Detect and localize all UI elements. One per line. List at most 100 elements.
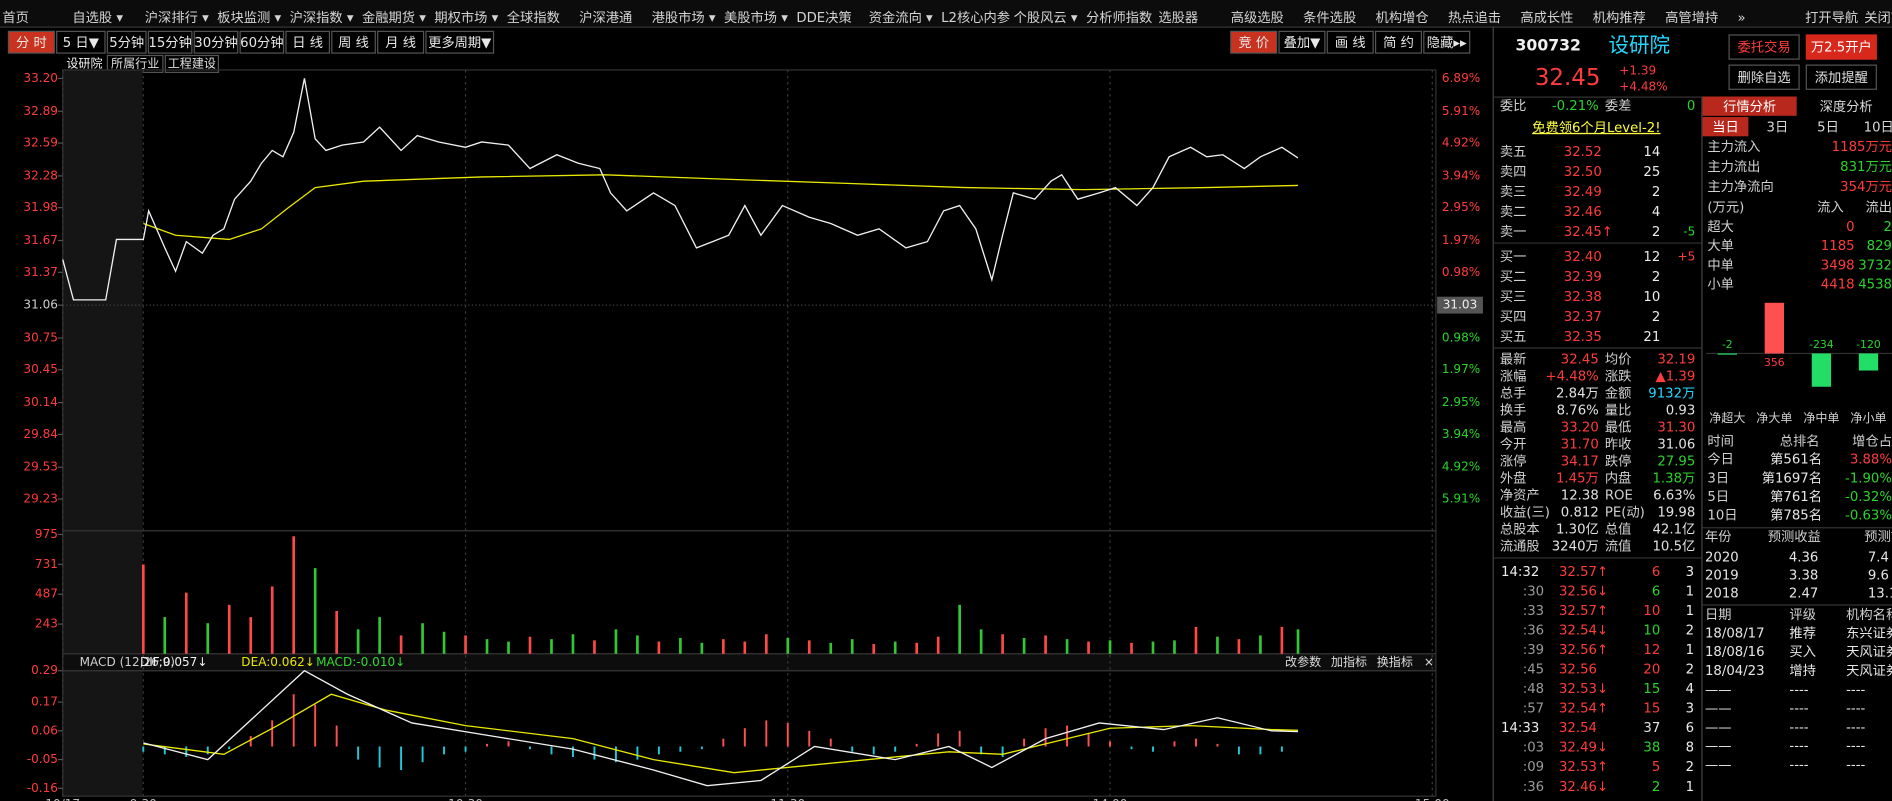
book-volume: 25 bbox=[1643, 165, 1660, 180]
trade-count: 1 bbox=[1686, 584, 1694, 599]
menu-item[interactable]: 金融期货 ▾ bbox=[362, 9, 426, 26]
stat-label: 最高 bbox=[1500, 419, 1527, 436]
period-label[interactable]: 日 线 bbox=[292, 35, 323, 51]
volume-bar bbox=[335, 610, 338, 654]
menu-item[interactable]: 热点追击 bbox=[1448, 10, 1501, 26]
period-tab[interactable]: 当日 bbox=[1712, 119, 1739, 135]
quote-button-label[interactable]: 委托交易 bbox=[1738, 39, 1791, 56]
macd-bar bbox=[249, 736, 252, 747]
period-label[interactable]: 60分钟 bbox=[240, 34, 283, 51]
menu-item[interactable]: 港股市场 ▾ bbox=[652, 9, 716, 26]
menu-item[interactable]: » bbox=[1738, 11, 1746, 26]
panel-tab[interactable]: 深度分析 bbox=[1820, 99, 1873, 115]
macd-bar bbox=[335, 725, 338, 747]
menu-item[interactable]: 全球指数 bbox=[507, 9, 560, 26]
y-tick-label: 0.17 bbox=[31, 695, 58, 709]
menu-item[interactable]: 沪深港通 bbox=[579, 10, 632, 26]
trade-time: :39 bbox=[1523, 643, 1544, 658]
menu-item[interactable]: 高级选股 bbox=[1231, 9, 1284, 26]
volume-bar bbox=[249, 617, 253, 654]
quote-button-label[interactable]: 万2.5开户 bbox=[1811, 39, 1872, 56]
stat-label: ROE bbox=[1605, 489, 1633, 504]
trade-time: :48 bbox=[1523, 682, 1544, 697]
menu-item[interactable]: 沪深指数 ▾ bbox=[290, 10, 354, 26]
pct-tick-label: 5.91% bbox=[1442, 492, 1480, 506]
volume-bar bbox=[1237, 639, 1241, 654]
macd-bar bbox=[743, 728, 746, 747]
volume-bar bbox=[1087, 641, 1090, 654]
y-tick-label: 0.29 bbox=[31, 663, 58, 677]
stat-value: 33.20 bbox=[1561, 421, 1599, 436]
volume-bar bbox=[657, 641, 661, 654]
menu-item[interactable]: 选股器 bbox=[1158, 10, 1198, 26]
panel-tab[interactable]: 行情分析 bbox=[1723, 99, 1776, 115]
period-tab[interactable]: 5日 bbox=[1817, 120, 1839, 135]
tab-active bbox=[1702, 96, 1797, 116]
period-label[interactable]: 15分钟 bbox=[148, 34, 191, 51]
pct-tick-label: 4.92% bbox=[1442, 460, 1480, 474]
menu-item[interactable]: 资金流向 ▾ bbox=[869, 10, 933, 26]
book-price: 32.46 bbox=[1564, 205, 1602, 220]
menu-item[interactable]: 沪深排行 ▾ bbox=[145, 10, 209, 26]
tool-label[interactable]: 简 约 bbox=[1383, 34, 1414, 51]
period-label[interactable]: 更多周期▼ bbox=[428, 34, 492, 51]
menu-item[interactable]: 条件选股 bbox=[1303, 9, 1356, 26]
tab[interactable]: 所属行业 bbox=[111, 56, 159, 70]
quote-button-label[interactable]: 添加提醒 bbox=[1815, 70, 1868, 86]
tool-label[interactable]: 竞 价 bbox=[1238, 34, 1269, 51]
promo-link[interactable]: 免费领6个月Level-2! bbox=[1532, 120, 1660, 136]
menu-item[interactable]: 首页 bbox=[2, 10, 29, 26]
cursor-badge bbox=[1437, 296, 1483, 314]
volume-bar bbox=[636, 635, 639, 654]
tool-label[interactable]: 画 线 bbox=[1335, 35, 1366, 51]
flow-in: 1185 bbox=[1821, 239, 1855, 254]
indicator-button[interactable]: 换指标 bbox=[1377, 654, 1413, 669]
menu-item[interactable]: 期权市场 ▾ bbox=[434, 9, 498, 26]
period-label[interactable]: 分 时 bbox=[16, 35, 47, 51]
trade-price: 32.53↓ bbox=[1559, 682, 1608, 697]
period-tab[interactable]: 10日 bbox=[1864, 120, 1892, 135]
indicator-button[interactable]: 加指标 bbox=[1331, 654, 1367, 669]
menu-item[interactable]: L2核心内参 bbox=[941, 9, 1010, 26]
menu-item[interactable]: 个股风云 ▾ bbox=[1014, 10, 1078, 26]
period-label[interactable]: 30分钟 bbox=[194, 34, 237, 51]
stock-tab[interactable]: 设研院 bbox=[66, 56, 102, 70]
volume-bar bbox=[743, 641, 747, 654]
book-level: 卖一 bbox=[1500, 224, 1527, 240]
period-label[interactable]: 5分钟 bbox=[109, 34, 144, 51]
menu-item[interactable]: 板块监测 ▾ bbox=[217, 10, 281, 26]
indicator-button[interactable]: 改参数 bbox=[1285, 654, 1321, 669]
menu-item[interactable]: 打开导航 bbox=[1805, 10, 1858, 26]
menu-item[interactable]: DDE决策 bbox=[796, 9, 851, 26]
quote-button-label[interactable]: 删除自选 bbox=[1738, 70, 1791, 86]
period-label[interactable]: 周 线 bbox=[338, 35, 369, 51]
period-label[interactable]: 5 日▼ bbox=[63, 36, 100, 51]
volume-bar bbox=[700, 642, 704, 654]
table-header: 评级 bbox=[1789, 607, 1816, 623]
menu-item[interactable]: 高管增持 bbox=[1665, 9, 1718, 26]
rating-grade: 增持 bbox=[1789, 663, 1816, 679]
rating-institution: ---- bbox=[1846, 758, 1865, 773]
period-tab[interactable]: 3日 bbox=[1767, 120, 1789, 135]
table-header: 时间 bbox=[1707, 434, 1734, 450]
flow-out: 4538 bbox=[1858, 278, 1892, 293]
net-category: 净小单 bbox=[1850, 411, 1886, 425]
tab[interactable]: 工程建设 bbox=[168, 55, 216, 70]
menu-item[interactable]: 分析师指数 bbox=[1086, 10, 1152, 26]
menu-item[interactable]: 机构增仓 bbox=[1376, 10, 1429, 26]
stat-value: 34.17 bbox=[1561, 455, 1599, 470]
period-label[interactable]: 月 线 bbox=[385, 35, 416, 51]
stat-label: 今开 bbox=[1500, 437, 1527, 453]
tool-label[interactable]: 叠加▼ bbox=[1284, 35, 1322, 51]
tool-label[interactable]: 隐藏▸▸ bbox=[1427, 35, 1467, 51]
indicator-button[interactable]: × bbox=[1424, 655, 1434, 669]
menu-item[interactable]: 自选股 ▾ bbox=[72, 10, 123, 26]
y-tick-label: 31.37 bbox=[23, 265, 58, 279]
menu-item[interactable]: 机构推荐 bbox=[1593, 10, 1646, 26]
y-tick-label: 32.28 bbox=[23, 168, 58, 182]
menu-item[interactable]: 高成长性 bbox=[1520, 9, 1573, 26]
net-bar bbox=[1858, 353, 1879, 371]
stat-label: 最低 bbox=[1605, 420, 1632, 436]
menu-item[interactable]: 关闭窗口 bbox=[1864, 9, 1892, 26]
menu-item[interactable]: 美股市场 ▾ bbox=[724, 9, 788, 26]
